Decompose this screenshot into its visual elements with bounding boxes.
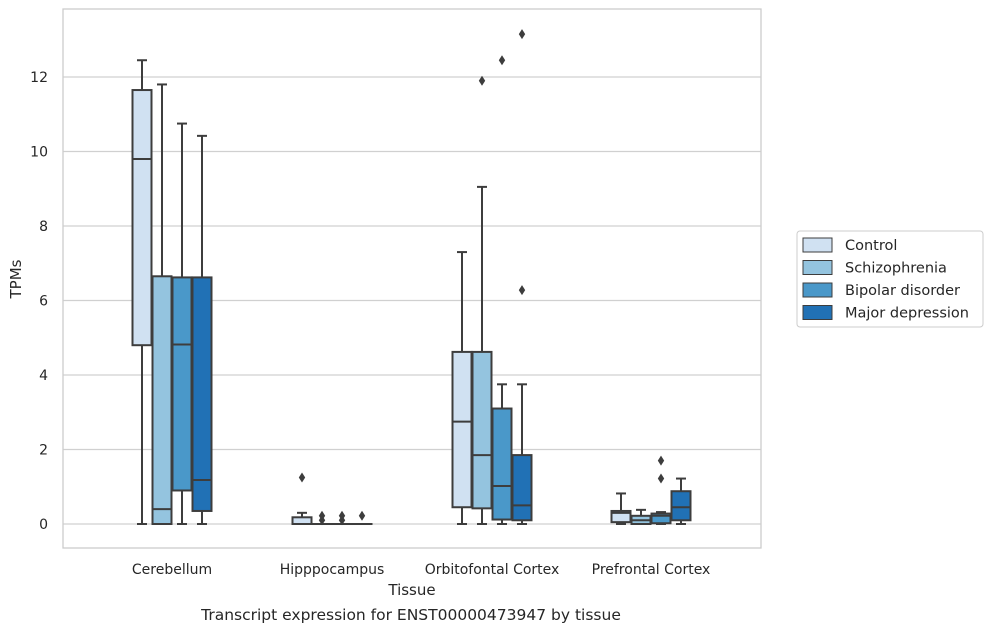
box [131,89,153,347]
boxes-layer [131,29,692,526]
box [291,516,313,525]
y-axis-label: TPMs [7,259,25,299]
x-tick-label: Hipppocampus [280,562,385,578]
series-schizophrenia [151,75,652,526]
legend-label: Schizophrenia [845,261,947,277]
legend-label: Major depression [845,306,969,322]
outlier-point [657,473,665,484]
series-bipolar-disorder [171,55,672,526]
series-major-depression [191,29,692,526]
outlier-point [338,510,346,521]
outlier-point [518,29,526,40]
y-tick-label: 6 [39,294,48,310]
legend-swatch [802,282,833,298]
x-tick-label: Orbitofontal Cortex [425,562,560,578]
legend: Control Schizophrenia Bipolar disorder Majo… [796,230,984,328]
outlier-point [478,75,486,86]
outlier-point [318,510,326,521]
outlier-point [518,285,526,296]
legend-swatch [802,260,833,275]
box [471,350,493,510]
box [511,454,533,522]
box [670,490,692,522]
y-tick-label: 10 [30,145,48,161]
legend-frame [796,230,984,328]
y-tick-label: 0 [39,517,48,533]
y-tick-label: 8 [39,219,48,235]
x-axis-label: Tissue [387,581,435,599]
y-tick-label: 4 [39,368,48,384]
y-tick-label: 2 [39,443,48,459]
x-tick-labels: Cerebellum Hipppocampus Orbitofontal Corte… [132,562,710,578]
box [151,275,173,525]
box [171,276,193,492]
figure-caption: Transcript expression for ENST0000047394… [201,606,621,624]
x-tick-label: Prefrontal Cortex [592,562,711,578]
box [491,407,513,521]
outlier-point [657,455,665,466]
outlier-point [498,55,506,66]
outlier-point [358,510,366,521]
series-control [131,59,632,525]
legend-swatch [802,305,833,320]
y-tick-label: 12 [30,70,48,86]
legend-label: Control [845,238,897,254]
box [451,350,473,509]
x-tick-label: Cerebellum [132,562,212,578]
legend-swatch [802,237,833,253]
legend-label: Bipolar disorder [845,283,960,299]
y-tick-labels: 0 2 4 6 8 10 12 [30,70,48,533]
plot-frame [62,8,762,549]
outlier-point [298,472,306,483]
box [191,276,213,512]
